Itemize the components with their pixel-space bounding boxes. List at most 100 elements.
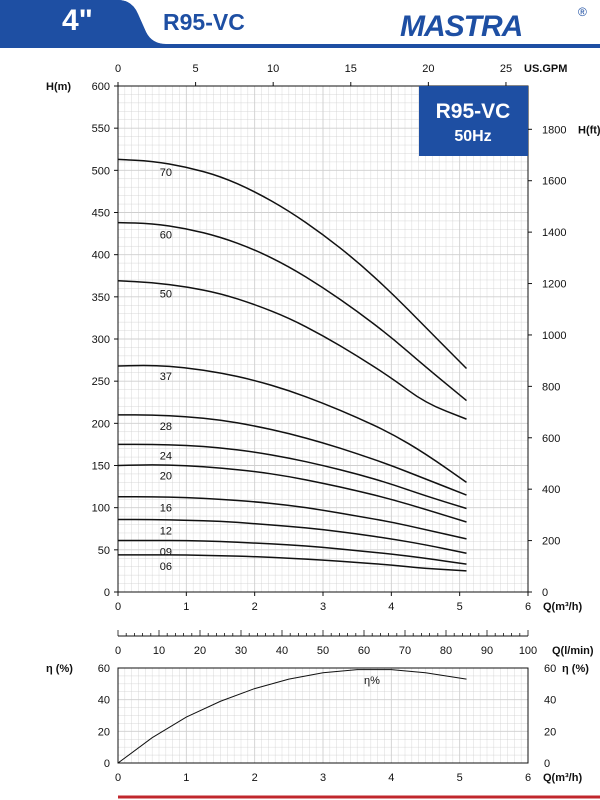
eff-x-tick-label: 2 bbox=[252, 772, 258, 784]
eff-y-tick-label: 20 bbox=[98, 726, 110, 738]
curve-label-12: 12 bbox=[160, 525, 172, 537]
curve-50 bbox=[117, 280, 467, 420]
y-tick-label: 50 bbox=[98, 545, 110, 557]
x-tick-label: 6 bbox=[525, 601, 531, 613]
lmin-tick-label: 30 bbox=[235, 645, 247, 657]
x-axis-label: Q(m³/h) bbox=[543, 601, 582, 613]
y-tick-label: 600 bbox=[92, 81, 110, 93]
curve-label-70: 70 bbox=[160, 167, 172, 179]
x2-tick-label: 5 bbox=[193, 63, 199, 75]
y-tick-label: 550 bbox=[92, 123, 110, 135]
eff-x-tick-label: 5 bbox=[457, 772, 463, 784]
eff-y-axis-label: η (%) bbox=[46, 663, 73, 675]
y-tick-label: 250 bbox=[92, 376, 110, 388]
curve-24 bbox=[117, 443, 467, 510]
lmin-tick-label: 40 bbox=[276, 645, 288, 657]
x-tick-label: 2 bbox=[252, 601, 258, 613]
y2-axis-label: H(ft) bbox=[578, 124, 600, 136]
eff-y2-axis-label: η (%) bbox=[562, 663, 589, 675]
y-tick-label: 150 bbox=[92, 461, 110, 473]
curve-label-60: 60 bbox=[160, 229, 172, 241]
pump-size-label: 4" bbox=[62, 4, 93, 37]
x-tick-label: 3 bbox=[320, 601, 326, 613]
lmin-tick-label: 70 bbox=[399, 645, 411, 657]
y2-tick-label: 1800 bbox=[542, 124, 566, 136]
y2-tick-label: 800 bbox=[542, 381, 560, 393]
lmin-tick-label: 10 bbox=[153, 645, 165, 657]
y2-tick-label: 1600 bbox=[542, 176, 566, 188]
registered-mark: ® bbox=[578, 5, 587, 19]
y2-tick-label: 400 bbox=[542, 484, 560, 496]
lmin-tick-label: 0 bbox=[115, 645, 121, 657]
x2-tick-label: 15 bbox=[345, 63, 357, 75]
curve-label-09: 09 bbox=[160, 547, 172, 559]
x2-axis-label: US.GPM bbox=[524, 63, 567, 75]
curve-70 bbox=[117, 158, 468, 370]
curve-label-37: 37 bbox=[160, 371, 172, 383]
eff-x-tick-label: 0 bbox=[115, 772, 121, 784]
curve-label-50: 50 bbox=[160, 288, 172, 300]
y-tick-label: 200 bbox=[92, 418, 110, 430]
y2-tick-label: 0 bbox=[542, 587, 548, 599]
eff-y2-tick-label: 0 bbox=[544, 758, 550, 770]
header-shape bbox=[0, 0, 600, 48]
y2-tick-label: 200 bbox=[542, 536, 560, 548]
eff-x-axis-label: Q(m³/h) bbox=[543, 772, 582, 784]
x2-tick-label: 0 bbox=[115, 63, 121, 75]
curve-label-28: 28 bbox=[160, 421, 172, 433]
eff-x-tick-label: 1 bbox=[183, 772, 189, 784]
eff-y2-tick-label: 20 bbox=[544, 726, 556, 738]
y2-tick-label: 1400 bbox=[542, 227, 566, 239]
title-box-freq: 50Hz bbox=[454, 128, 491, 145]
curve-06 bbox=[117, 554, 467, 572]
lmin-tick-label: 100 bbox=[519, 645, 537, 657]
eff-x-tick-label: 3 bbox=[320, 772, 326, 784]
curve-28 bbox=[117, 414, 467, 496]
x-tick-label: 0 bbox=[115, 601, 121, 613]
lmin-tick-label: 20 bbox=[194, 645, 206, 657]
curve-label-16: 16 bbox=[160, 503, 172, 515]
x-tick-label: 5 bbox=[457, 601, 463, 613]
curve-20 bbox=[117, 464, 467, 523]
eff-y-tick-label: 0 bbox=[104, 758, 110, 770]
eff-x-tick-label: 4 bbox=[388, 772, 394, 784]
lmin-axis-label: Q(l/min) bbox=[552, 645, 594, 657]
brand-logo: MASTRA bbox=[400, 10, 523, 43]
x2-tick-label: 10 bbox=[267, 63, 279, 75]
eff-y2-tick-label: 40 bbox=[544, 695, 556, 707]
y2-tick-label: 1200 bbox=[542, 279, 566, 291]
lmin-tick-label: 80 bbox=[440, 645, 452, 657]
eff-plot-frame bbox=[117, 667, 529, 764]
eff-x-tick-label: 6 bbox=[525, 772, 531, 784]
lmin-tick-label: 60 bbox=[358, 645, 370, 657]
curve-12 bbox=[118, 518, 467, 554]
curve-60 bbox=[117, 221, 467, 402]
y-tick-label: 0 bbox=[104, 587, 110, 599]
eff-y2-tick-label: 60 bbox=[544, 663, 556, 675]
x-tick-label: 4 bbox=[388, 601, 394, 613]
model-title: R95-VC bbox=[163, 9, 245, 35]
y2-tick-label: 1000 bbox=[542, 330, 566, 342]
curve-label-06: 06 bbox=[160, 561, 172, 573]
curve-label-24: 24 bbox=[160, 450, 172, 462]
efficiency-curve-label: η% bbox=[364, 675, 380, 687]
x-tick-label: 1 bbox=[183, 601, 189, 613]
title-box bbox=[419, 86, 528, 156]
lmin-tick-label: 50 bbox=[317, 645, 329, 657]
x2-tick-label: 20 bbox=[422, 63, 434, 75]
curve-37 bbox=[117, 364, 467, 483]
y-tick-label: 400 bbox=[92, 250, 110, 262]
y-tick-label: 450 bbox=[92, 208, 110, 220]
y-axis-label: H(m) bbox=[46, 81, 71, 93]
header-bar: 4" R95-VC MASTRA ® bbox=[0, 0, 600, 48]
y-tick-label: 100 bbox=[92, 503, 110, 515]
y-tick-label: 500 bbox=[92, 165, 110, 177]
y-tick-label: 300 bbox=[92, 334, 110, 346]
efficiency-curve bbox=[117, 669, 467, 764]
y2-tick-label: 600 bbox=[542, 433, 560, 445]
x2-tick-label: 25 bbox=[500, 63, 512, 75]
y-tick-label: 350 bbox=[92, 292, 110, 304]
lmin-tick-label: 90 bbox=[481, 645, 493, 657]
curve-16 bbox=[117, 495, 467, 540]
